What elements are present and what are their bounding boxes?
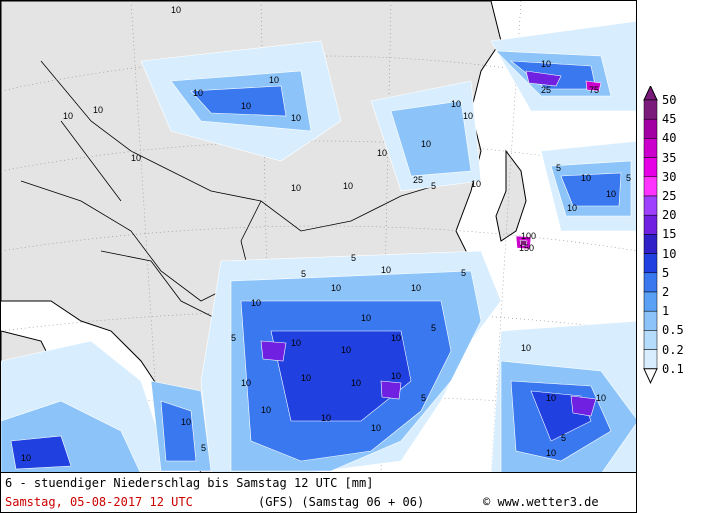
contour-label: 10 <box>343 181 353 191</box>
contour-label: 10 <box>371 423 381 433</box>
legend-swatch <box>643 310 658 331</box>
legend-swatch <box>643 291 658 312</box>
contour-label: 10 <box>521 343 531 353</box>
contour-label: 10 <box>451 99 461 109</box>
legend-swatch <box>643 253 658 274</box>
contour-label: 10 <box>171 5 181 15</box>
legend-swatch <box>643 195 658 216</box>
contour-label: 10 <box>411 283 421 293</box>
contour-label: 10 <box>377 148 387 158</box>
valid-date: Samstag, 05-08-2017 12 UTC <box>5 495 193 509</box>
legend-arrow-up <box>643 86 658 101</box>
contour-label: 10 <box>463 111 473 121</box>
contour-label: 10 <box>21 453 31 463</box>
contour-label: 5 <box>626 173 631 183</box>
contour-label: 10 <box>63 111 73 121</box>
legend-label: 2 <box>662 285 670 299</box>
contour-label: 75 <box>589 85 599 95</box>
precip-legend: 50 45 40 35 30 25 20 15 10 5 2 1 0.5 0.2 0.1 <box>640 86 704 396</box>
contour-label: 10 <box>131 153 141 163</box>
legend-label: 15 <box>662 227 677 242</box>
precipitation-map: 10 10 10 10 10 10 10 10 10 10 10 10 25 7… <box>0 0 637 473</box>
legend-swatch <box>643 214 658 235</box>
contour-label: 5 <box>561 433 566 443</box>
contour-label: 10 <box>181 417 191 427</box>
contour-label: 10 <box>331 283 341 293</box>
contour-label: 10 <box>421 139 431 149</box>
contour-label: 10 <box>261 405 271 415</box>
contour-label: 10 <box>567 203 577 213</box>
legend-label: 25 <box>662 189 677 203</box>
contour-label: 10 <box>93 105 103 115</box>
contour-label-layer: 10 10 10 10 10 10 10 10 10 10 10 10 25 7… <box>21 5 631 463</box>
contour-label: 10 <box>606 189 616 199</box>
contour-label: 10 <box>391 371 401 381</box>
contour-label: 10 <box>361 313 371 323</box>
site-credit: © www.wetter3.de <box>483 495 599 509</box>
legend-label: 1 <box>662 304 670 319</box>
legend-swatch <box>643 157 658 178</box>
legend-arrow-down <box>643 368 658 384</box>
legend-swatch <box>643 138 658 158</box>
contour-label: 5 <box>351 253 356 263</box>
contour-label: 10 <box>241 378 251 388</box>
contour-label: 10 <box>546 448 556 458</box>
legend-label: 45 <box>662 112 677 127</box>
contour-label: 5 <box>301 269 306 279</box>
contour-label: 10 <box>351 378 361 388</box>
legend-label: 20 <box>662 208 677 223</box>
legend-swatch <box>643 99 658 120</box>
japan-landmass <box>495 149 527 242</box>
legend-bar <box>643 86 658 384</box>
contour-label: 10 <box>471 179 481 189</box>
precip-fields <box>1 20 636 472</box>
legend-label: 10 <box>662 246 677 261</box>
map-title: 6 - stuendiger Niederschlag bis Samstag … <box>5 476 374 490</box>
contour-label: 10 <box>291 338 301 348</box>
contour-label: 100 <box>521 231 536 241</box>
contour-label: 10 <box>581 173 591 183</box>
legend-label: 30 <box>662 169 677 184</box>
map-canvas: 10 10 10 10 10 10 10 10 10 10 10 10 25 7… <box>1 1 636 472</box>
contour-label: 10 <box>341 345 351 355</box>
legend-label: 0.1 <box>662 361 684 376</box>
contour-label: 10 <box>321 413 331 423</box>
contour-label: 25 <box>413 175 423 185</box>
contour-label: 5 <box>556 163 561 173</box>
legend-swatch <box>643 272 658 293</box>
contour-label: 10 <box>193 88 203 98</box>
contour-label: 10 <box>241 101 251 111</box>
legend-label: 50 <box>662 93 677 107</box>
contour-label: 10 <box>546 393 556 403</box>
legend-label: 0.5 <box>662 323 684 338</box>
contour-label: 5 <box>431 323 436 333</box>
model-run: (GFS) (Samstag 06 + 06) <box>258 495 425 509</box>
legend-swatch <box>643 118 658 139</box>
contour-label: 150 <box>519 243 534 253</box>
contour-label: 10 <box>291 113 301 123</box>
contour-label: 25 <box>541 85 551 95</box>
contour-label: 5 <box>431 181 436 191</box>
contour-label: 10 <box>381 265 391 275</box>
contour-label: 10 <box>291 183 301 193</box>
legend-label: 5 <box>662 265 670 280</box>
contour-label: 5 <box>231 333 236 343</box>
contour-label: 10 <box>269 75 279 85</box>
contour-label: 10 <box>251 298 261 308</box>
contour-label: 5 <box>421 393 426 403</box>
legend-swatch <box>643 176 658 197</box>
contour-label: 5 <box>201 443 206 453</box>
contour-label: 10 <box>541 59 551 69</box>
legend-label: 0.2 <box>662 342 684 357</box>
legend-label: 35 <box>662 150 677 165</box>
legend-swatch <box>643 349 658 370</box>
map-caption: 6 - stuendiger Niederschlag bis Samstag … <box>0 473 637 513</box>
contour-label: 10 <box>596 393 606 403</box>
legend-label: 40 <box>662 131 677 146</box>
legend-swatch <box>643 330 658 350</box>
legend-swatch <box>643 234 658 254</box>
contour-label: 5 <box>461 268 466 278</box>
contour-label: 10 <box>391 333 401 343</box>
contour-label: 10 <box>301 373 311 383</box>
